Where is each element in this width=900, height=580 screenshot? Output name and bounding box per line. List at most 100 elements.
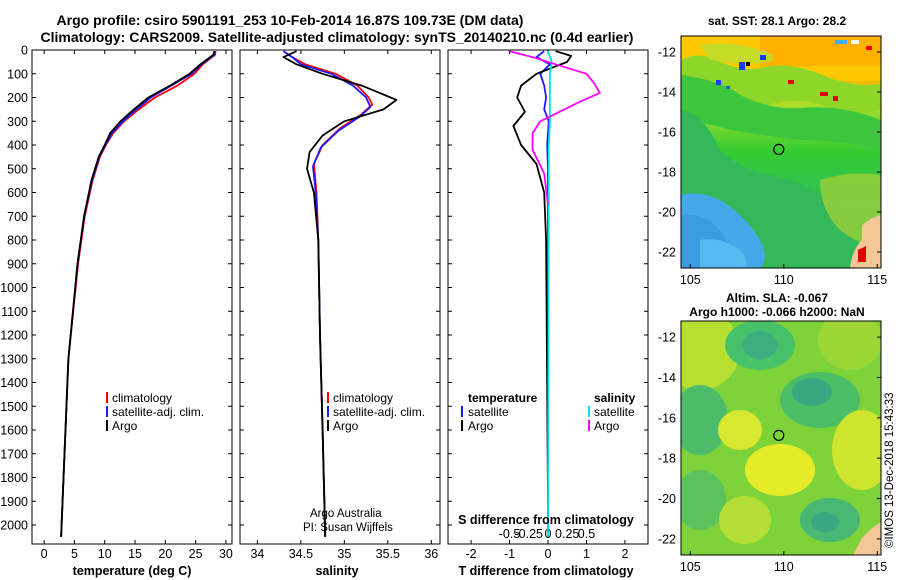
depth-tick-label: 1100	[1, 305, 28, 319]
legend-title-salinity: salinity	[594, 391, 636, 405]
legend-label-climatology: climatology	[333, 391, 393, 405]
sst-map-panel: sat. SST: 28.1 Argo: 28.2	[658, 14, 887, 287]
sla-map-title-line1: Altim. SLA: -0.067	[726, 291, 828, 305]
x-tick-label: 0	[545, 547, 552, 561]
temperature-plot-frame	[31, 49, 233, 545]
salinity-panel: 34 34.5 35 35.5 36 salinity climatology sate…	[239, 49, 441, 578]
imos-watermark: ©IMOS 13-Dec-2018 15:43:33	[884, 392, 896, 548]
lat-tick-label: -14	[658, 86, 676, 100]
x-tick-label: 20	[158, 547, 172, 561]
lon-tick-label: 105	[680, 560, 701, 574]
lon-tick-label: 115	[867, 560, 887, 574]
s-diff-tick-label: -0.25	[515, 527, 544, 541]
depth-tick-label: 1600	[0, 424, 28, 438]
sst-map-title: sat. SST: 28.1 Argo: 28.2	[708, 14, 847, 28]
legend-label-climatology: climatology	[112, 391, 172, 405]
lon-tick-label: 110	[774, 560, 794, 574]
temperature-legend: climatology satellite-adj. clim. Argo	[106, 391, 204, 433]
depth-tick-label: 200	[7, 91, 28, 105]
depth-tick-label: 500	[7, 162, 28, 176]
legend-label-argo: Argo	[333, 419, 359, 433]
lon-tick-label: 110	[774, 273, 794, 287]
temperature-panel: 0100200300400500600700800900100011001200…	[0, 44, 233, 579]
lat-tick-label: -14	[658, 371, 676, 385]
x-tick-label: 30	[219, 547, 233, 561]
lat-tick-label: -20	[658, 492, 676, 506]
sst-map-frame	[680, 35, 882, 269]
lat-tick-label: -18	[658, 452, 676, 466]
sla-map-image	[681, 321, 881, 555]
x-tick-label: 5	[71, 547, 78, 561]
argo-float-marker	[773, 429, 785, 441]
x-tick-label: 15	[128, 547, 142, 561]
depth-tick-label: 800	[7, 234, 28, 248]
s-difference-axis-ticks: -0.5-0.25 0 0.250.5	[499, 527, 595, 541]
x-tick-label: 0	[41, 547, 48, 561]
x-tick-label: -2	[466, 547, 477, 561]
s-difference-axis-label: S difference from climatology	[458, 513, 634, 527]
x-tick-label: 25	[189, 547, 203, 561]
depth-tick-label: 2000	[0, 519, 28, 533]
legend-label-satellite: satellite-adj. clim.	[333, 405, 425, 419]
legend-label-s-argo: Argo	[594, 419, 620, 433]
salinity-depth-ticks	[240, 49, 440, 526]
figure-title-line1: Argo profile: csiro 5901191_253 10-Feb-2…	[57, 12, 524, 28]
salinity-axis-ticks: 34 34.5 35 35.5 36	[250, 50, 438, 561]
depth-tick-label: 1200	[0, 329, 28, 343]
x-tick-label: 35	[337, 547, 351, 561]
salinity-series	[282, 50, 398, 537]
lat-tick-label: -18	[658, 166, 676, 180]
depth-tick-label: 400	[7, 139, 28, 153]
depth-tick-label: 0	[21, 44, 28, 58]
legend-label-t-satellite: satellite	[468, 405, 509, 419]
sla-map-panel: Altim. SLA: -0.067 Argo h1000: -0.066 h2…	[658, 291, 887, 574]
s-diff-tick-label: -0.5	[499, 527, 521, 541]
series-line-t-argo	[512, 50, 572, 502]
sla-map-title-line2: Argo h1000: -0.066 h2000: NaN	[689, 305, 864, 319]
series-line-argo	[60, 50, 216, 537]
s-diff-tick-label: 0.5	[578, 527, 595, 541]
depth-tick-label: 1700	[0, 447, 28, 461]
x-tick-label: 10	[98, 547, 112, 561]
figure-title-line2: Climatology: CARS2009. Satellite-adjuste…	[41, 29, 634, 45]
lat-tick-label: -22	[658, 246, 676, 260]
legend-label-argo: Argo	[112, 419, 138, 433]
depth-tick-label: 300	[7, 115, 28, 129]
sla-map-ticks: 105 110 115 -12 -14 -16 -18 -20 -22	[658, 331, 887, 574]
x-tick-label: 36	[424, 547, 438, 561]
temperature-series	[60, 50, 217, 537]
lat-tick-label: -16	[658, 411, 676, 425]
credit-pi: PI: Susan Wijffels	[303, 522, 393, 534]
salinity-legend: climatology satellite-adj. clim. Argo	[327, 391, 425, 433]
legend-label-satellite: satellite-adj. clim.	[112, 405, 204, 419]
temperature-axis-label: temperature (deg C)	[73, 564, 192, 578]
lat-tick-label: -22	[658, 532, 676, 546]
sla-map-frame	[680, 320, 882, 556]
credit-argo-australia: Argo Australia	[310, 508, 382, 520]
lat-tick-label: -20	[658, 206, 676, 220]
salinity-plot-frame	[239, 49, 441, 545]
depth-tick-label: 100	[7, 67, 28, 81]
sst-map-ticks: 105 110 115 -12 -14 -16 -18 -20 -22	[658, 46, 887, 288]
lat-tick-label: -16	[658, 126, 676, 140]
temperature-axis-ticks: 0 5 10 15 20 25 30	[41, 50, 233, 561]
series-line-s-argo	[509, 50, 601, 205]
difference-series	[509, 50, 601, 537]
argo-float-marker	[773, 143, 785, 155]
depth-tick-label: 600	[7, 186, 28, 200]
x-tick-label: 34.5	[289, 547, 313, 561]
lon-tick-label: 105	[680, 273, 701, 287]
s-diff-tick-label: 0.25	[555, 527, 579, 541]
depth-tick-label: 1000	[0, 281, 28, 295]
lon-tick-label: 115	[867, 273, 887, 287]
lat-tick-label: -12	[658, 331, 676, 345]
x-tick-label: 1	[583, 547, 590, 561]
salinity-axis-label: salinity	[315, 564, 358, 578]
depth-tick-label: 700	[7, 210, 28, 224]
legend-title-temperature: temperature	[468, 391, 538, 405]
t-difference-axis-label: T difference from climatology	[458, 564, 633, 578]
legend-label-t-argo: Argo	[468, 419, 494, 433]
depth-tick-label: 900	[7, 257, 28, 271]
x-tick-label: -1	[504, 547, 515, 561]
